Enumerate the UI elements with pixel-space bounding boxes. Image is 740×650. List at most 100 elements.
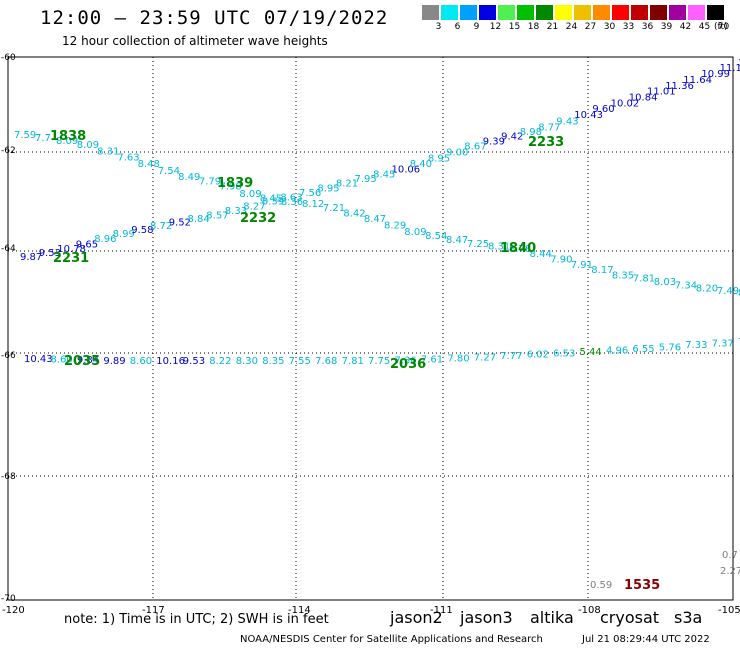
wave-height-value: 7.36 [395,356,417,367]
wave-height-value: 8.49 [178,172,200,183]
wave-height-value: 7.61 [421,355,443,366]
legend-swatch [479,5,496,20]
wave-height-value: 7.25 [467,239,489,250]
legend-label: 15 [508,22,521,32]
wave-height-value: 7.59 [14,130,36,141]
legend-swatch [650,5,667,20]
wave-height-value: 7.33 [685,340,707,351]
wave-height-value: 10.99 [701,69,730,80]
wave-height-value: 8.22 [209,356,231,367]
wave-height-color-legend: (ft) 3 6 9 12 15 18 21 24 27 30 33 36 39 42 45 70 [422,5,734,37]
wave-height-value: 8.44 [530,249,552,260]
wave-height-value: 9.42 [501,132,523,143]
latitude-label: -60 [1,53,16,63]
pass-time-labels: 1838 1839 1840 2231 2232 2233 2035 2036 1535 [50,129,660,593]
generated-timestamp: Jul 21 08:29:44 UTC 2022 [582,634,710,645]
wave-height-value: 8.63 [280,193,302,204]
wave-height-value: 11.01 [647,87,676,98]
legend-swatch [612,5,629,20]
wave-height-value: 10.43 [574,110,603,121]
longitude-label: -108 [578,605,601,616]
longitude-label: -114 [288,605,311,616]
legend-label: 70 [717,22,730,32]
wave-height-value: 7.81 [633,274,655,285]
credit-line: NOAA/NESDIS Center for Satellite Applica… [240,634,543,645]
latitude-label: -62 [1,146,16,156]
legend-swatch [460,5,477,20]
wave-height-value: 8.95 [317,183,339,194]
wave-height-value: 11.64 [683,75,712,86]
wave-height-tracks: 7.597.7 8.098.098.317.638.487.548.497.797… [14,58,740,591]
wave-height-value: 8.84 [188,214,210,225]
wave-height-value: 9.43 [556,116,578,127]
legend-swatch [669,5,686,20]
wave-height-value: 9.39 [483,137,505,148]
wave-height-value: 7.7 [35,133,51,144]
wave-height-value: 8.99 [113,229,135,240]
wave-height-value: 7.07 [738,337,740,348]
wave-height-value: 8.72 [150,221,172,232]
wave-height-value: 7.68 [315,356,337,367]
wave-height-value: 8.39 [262,197,284,208]
wave-height-value: 8.31 [97,146,119,157]
wave-height-value: 7.90 [550,254,572,265]
wave-height-value: 8.12 [302,199,324,210]
map-frame [7,56,734,601]
wave-height-value: 7.56 [299,188,321,199]
latitude-label: -68 [1,472,16,482]
legend-swatch [517,5,534,20]
wave-height-value: 8.78 [509,244,531,255]
legend-label: 3 [435,22,442,32]
wave-height-value: 9.87 [20,252,42,263]
wave-height-value: 8.42 [343,208,365,219]
wave-height-value: 8.35 [612,270,634,281]
legend-label: 30 [603,22,616,32]
wave-height-value: 8.33 [225,206,247,217]
legend-label: 45 [698,22,711,32]
wave-height-value: 9.84 [77,355,99,366]
wave-height-value: 6.53 [553,348,575,359]
wave-height-value: 7.63 [117,153,139,164]
wave-height-value: 8.96 [94,234,116,245]
latitude-label: -64 [1,244,16,254]
wave-height-value: 7.49 [717,286,739,297]
wave-height-value: 7.98 [220,181,242,192]
latitude-label: -70 [1,594,16,604]
legend-swatch [688,5,705,20]
wave-height-value: 9.00 [446,147,468,158]
pass-time-label: 2232 [240,211,276,226]
satellite-altika-label: altika [530,608,574,627]
wave-height-value: 9.53 [183,356,205,367]
wave-height-value: 10.43 [24,354,53,365]
legend-label: 18 [527,22,540,32]
wave-height-value: 4.96 [606,346,628,357]
longitude-label: -105 [718,605,740,616]
legend-label: 42 [679,22,692,32]
wave-height-value: 11.1 [720,63,740,74]
longitude-label: -117 [142,605,165,616]
wave-height-value: 6.02 [527,350,549,361]
wave-height-value: 7.34 [675,280,697,291]
legend-swatch [631,5,648,20]
wave-height-value: 8.29 [384,221,406,232]
wave-height-value: 6.55 [632,344,654,355]
wave-height-value: 8.09 [56,136,78,147]
wave-height-value: 8.17 [591,265,613,276]
wave-height-value: 7.91 [571,260,593,271]
pass-time-label: 2233 [528,135,564,150]
wave-height-value: 8.36 [281,197,303,208]
wave-height-value: 8.45 [260,194,282,205]
wave-height-value: 9.89 [103,356,125,367]
satellite-jason2-label: jason2 [390,608,443,627]
wave-height-value: 5.76 [659,342,681,353]
wave-height-value: 11.36 [665,81,694,92]
wave-height-value: 8.48 [138,159,160,170]
wave-height-value: 8.60 [130,356,152,367]
wave-height-value: 8.47 [446,235,468,246]
legend-swatch [536,5,553,20]
wave-height-value: 8.47 [364,214,386,225]
wave-height-value: 7.37 [712,338,734,349]
legend-label: 6 [454,22,461,32]
wave-height-value: 8.09 [239,189,261,200]
legend-swatch [593,5,610,20]
